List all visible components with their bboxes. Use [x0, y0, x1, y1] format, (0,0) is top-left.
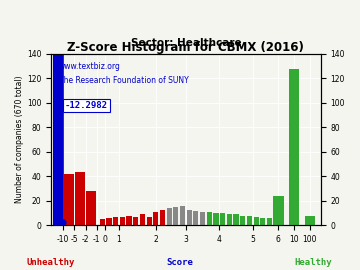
Text: -12.2982: -12.2982 — [65, 101, 108, 110]
Bar — [180, 206, 185, 225]
Bar — [126, 216, 132, 225]
Text: The Research Foundation of SUNY: The Research Foundation of SUNY — [59, 76, 189, 85]
Bar — [193, 211, 198, 225]
Text: Healthy: Healthy — [294, 258, 332, 267]
Bar — [187, 210, 192, 225]
Bar — [305, 216, 315, 225]
Bar — [107, 218, 112, 225]
Bar — [160, 210, 165, 225]
Text: Sector: Healthcare: Sector: Healthcare — [131, 38, 241, 48]
Bar — [260, 218, 265, 225]
Bar — [253, 217, 259, 225]
Bar — [207, 212, 212, 225]
Bar — [75, 171, 85, 225]
Bar — [247, 216, 252, 225]
Y-axis label: Number of companies (670 total): Number of companies (670 total) — [15, 76, 24, 204]
Bar — [64, 174, 74, 225]
Title: Z-Score Histogram for CBMX (2016): Z-Score Histogram for CBMX (2016) — [67, 41, 304, 54]
Bar — [167, 208, 172, 225]
Bar — [147, 217, 152, 225]
Text: www.textbiz.org: www.textbiz.org — [59, 62, 121, 72]
Bar — [213, 213, 219, 225]
Bar — [86, 191, 96, 225]
Bar — [267, 218, 272, 225]
Bar — [153, 212, 158, 225]
Bar — [227, 214, 232, 225]
Bar — [220, 213, 225, 225]
Bar — [120, 217, 125, 225]
Bar — [53, 54, 63, 225]
Bar — [289, 69, 299, 225]
Text: Score: Score — [167, 258, 193, 267]
Bar — [273, 196, 284, 225]
Bar — [100, 219, 105, 225]
Text: Unhealthy: Unhealthy — [26, 258, 75, 267]
Bar — [240, 216, 245, 225]
Bar — [234, 214, 239, 225]
Bar — [133, 217, 138, 225]
Bar — [140, 214, 145, 225]
Bar — [200, 212, 205, 225]
Bar — [173, 207, 179, 225]
Bar — [113, 217, 118, 225]
